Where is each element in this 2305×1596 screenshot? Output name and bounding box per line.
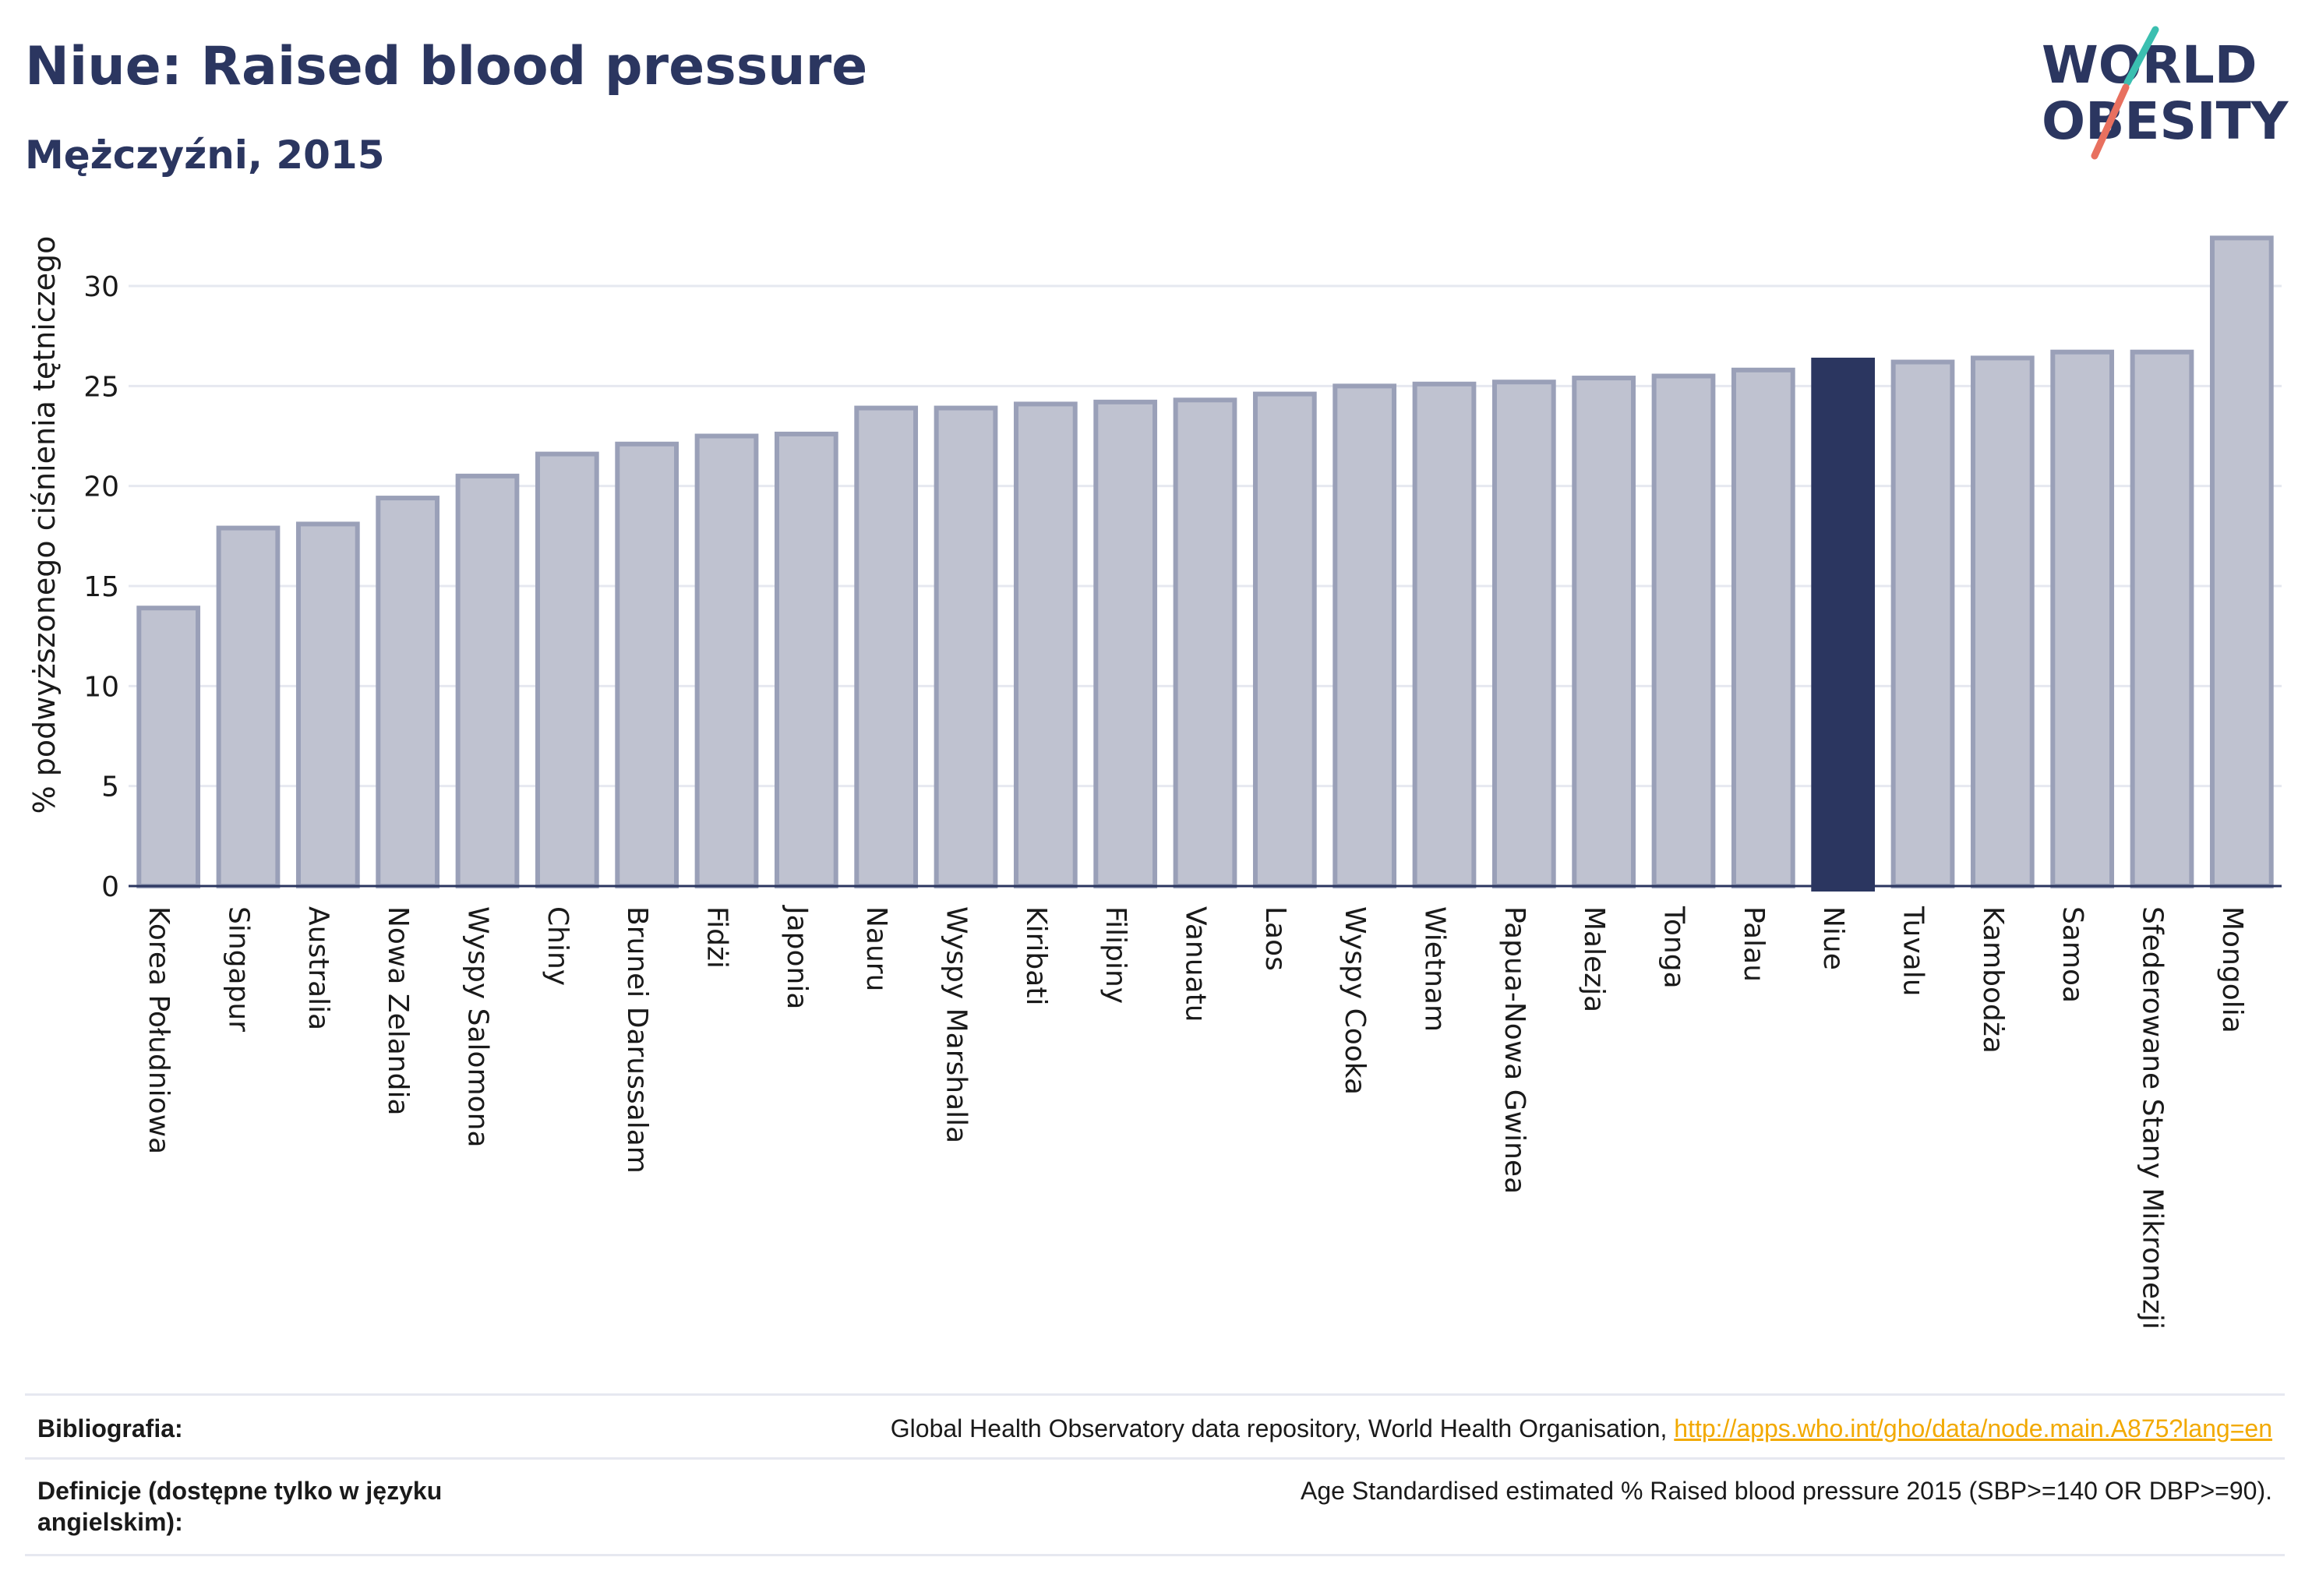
bar-wyspy-marshalla[interactable]	[934, 405, 998, 888]
footer-bottom-border	[25, 1554, 2285, 1556]
x-tick-label: Nauru	[860, 906, 892, 991]
x-tick-label: Malezja	[1578, 906, 1610, 1012]
definitions-row: Definicje (dostępne tylko w języku angie…	[25, 1457, 2285, 1556]
bar-filipiny[interactable]	[1093, 399, 1158, 888]
bar-chiny[interactable]	[535, 451, 599, 888]
x-tick-label: Australia	[302, 906, 334, 1030]
bar-laos[interactable]	[1252, 391, 1317, 889]
y-tick-label: 25	[83, 371, 119, 403]
bar-korea-południowa[interactable]	[136, 606, 201, 888]
bar-brunei-darussalam[interactable]	[615, 441, 679, 888]
logo-slash-teal-icon	[2123, 26, 2159, 87]
x-tick-label: Fidżi	[701, 906, 733, 969]
x-tick-label: Vanuatu	[1180, 906, 1212, 1022]
bar-mongolia[interactable]	[2209, 235, 2274, 888]
definitions-label: Definicje (dostępne tylko w języku angie…	[37, 1477, 443, 1536]
bar-vanuatu[interactable]	[1173, 397, 1237, 888]
bar-palau[interactable]	[1731, 367, 1795, 888]
bibliography-label: Bibliografia:	[37, 1414, 183, 1442]
x-tick-label: Palau	[1738, 906, 1770, 982]
x-tick-label: Brunei Darussalam	[621, 906, 653, 1174]
y-tick-label: 10	[83, 671, 119, 703]
definitions-value: Age Standardised estimated % Raised bloo…	[1301, 1477, 2272, 1505]
x-tick-label: Sfederowane Stany Mikronezji	[2137, 906, 2169, 1329]
y-tick-label: 30	[83, 271, 119, 303]
world-obesity-logo: WORLD OBESITY	[2042, 26, 2289, 160]
bar-wietnam[interactable]	[1412, 381, 1477, 888]
x-tick-label: Japonia	[781, 905, 813, 1009]
bar-chart: Korea Południowa Singapur Australia Nowa Ze…	[27, 235, 2282, 1329]
x-tick-label: Tuvalu	[1897, 906, 1929, 997]
bars	[136, 235, 2274, 892]
logo-slash-coral-icon	[2091, 83, 2130, 160]
x-tick-label: Samoa	[2056, 906, 2088, 1003]
x-tick-label: Nowa Zelandia	[382, 906, 414, 1116]
bar-sfederowane-stany-mikronezji[interactable]	[2130, 349, 2194, 888]
x-tick-label: Wyspy Salomona	[462, 906, 494, 1148]
bar-nauru[interactable]	[854, 405, 919, 888]
x-tick-label: Tonga	[1658, 906, 1690, 989]
x-tick-label: Mongolia	[2216, 906, 2248, 1033]
y-axis-label: % podwyższonego ciśnienia tętniczego	[27, 236, 62, 814]
x-tick-label: Kiribati	[1020, 906, 1052, 1005]
bar-tuvalu[interactable]	[1890, 359, 1955, 888]
y-tick-label: 5	[101, 772, 119, 803]
bar-tonga[interactable]	[1651, 373, 1716, 888]
x-tick-labels: Korea Południowa Singapur Australia Nowa Ze…	[143, 905, 2248, 1329]
x-tick-label: Wyspy Cooka	[1339, 906, 1371, 1095]
bar-malezja[interactable]	[1572, 376, 1636, 889]
bibliography-link[interactable]: http://apps.who.int/gho/data/node.main.A…	[1674, 1414, 2272, 1442]
x-tick-label: Niue	[1817, 906, 1849, 970]
page-subtitle: Mężczyźni, 2015	[25, 132, 385, 178]
x-tick-label: Korea Południowa	[143, 906, 175, 1154]
bibliography-row: Bibliografia: Global Health Observatory …	[25, 1393, 2285, 1460]
bar-wyspy-cooka[interactable]	[1333, 383, 1397, 889]
x-tick-label: Filipiny	[1100, 906, 1131, 1004]
bar-papua-nowa-gwinea[interactable]	[1491, 380, 1556, 888]
page-title: Niue: Raised blood pressure	[25, 36, 868, 97]
bar-australia[interactable]	[295, 521, 360, 889]
y-tick-label: 15	[83, 571, 119, 603]
y-tick-labels: 0 5 10 15 20 25 30	[83, 271, 119, 903]
bar-japonia[interactable]	[774, 431, 838, 888]
bar-singapur[interactable]	[216, 525, 281, 888]
bar-samoa[interactable]	[2050, 349, 2115, 888]
bar-wyspy-salomona[interactable]	[455, 473, 520, 888]
bar-nowa-zelandia[interactable]	[376, 496, 440, 888]
x-tick-label: Kambodża	[1977, 906, 2009, 1054]
y-tick-label: 20	[83, 471, 119, 503]
bibliography-value: Global Health Observatory data repositor…	[891, 1413, 2272, 1444]
bibliography-text: Global Health Observatory data repositor…	[890, 1414, 1675, 1442]
x-tick-label: Laos	[1259, 906, 1291, 971]
x-tick-label: Wietnam	[1419, 906, 1451, 1032]
bar-kambodża[interactable]	[1970, 355, 2035, 888]
bar-fidżi[interactable]	[694, 433, 759, 888]
x-tick-label: Singapur	[223, 906, 255, 1032]
x-tick-label: Chiny	[542, 906, 574, 986]
bar-kiribati[interactable]	[1013, 401, 1078, 888]
logo-text-obesity: OBESITY	[2042, 91, 2289, 151]
x-tick-label: Papua-Nowa Gwinea	[1498, 906, 1530, 1194]
x-tick-label: Wyspy Marshalla	[941, 906, 972, 1143]
y-tick-label: 0	[101, 871, 119, 903]
bar-niue[interactable]	[1811, 357, 1876, 892]
